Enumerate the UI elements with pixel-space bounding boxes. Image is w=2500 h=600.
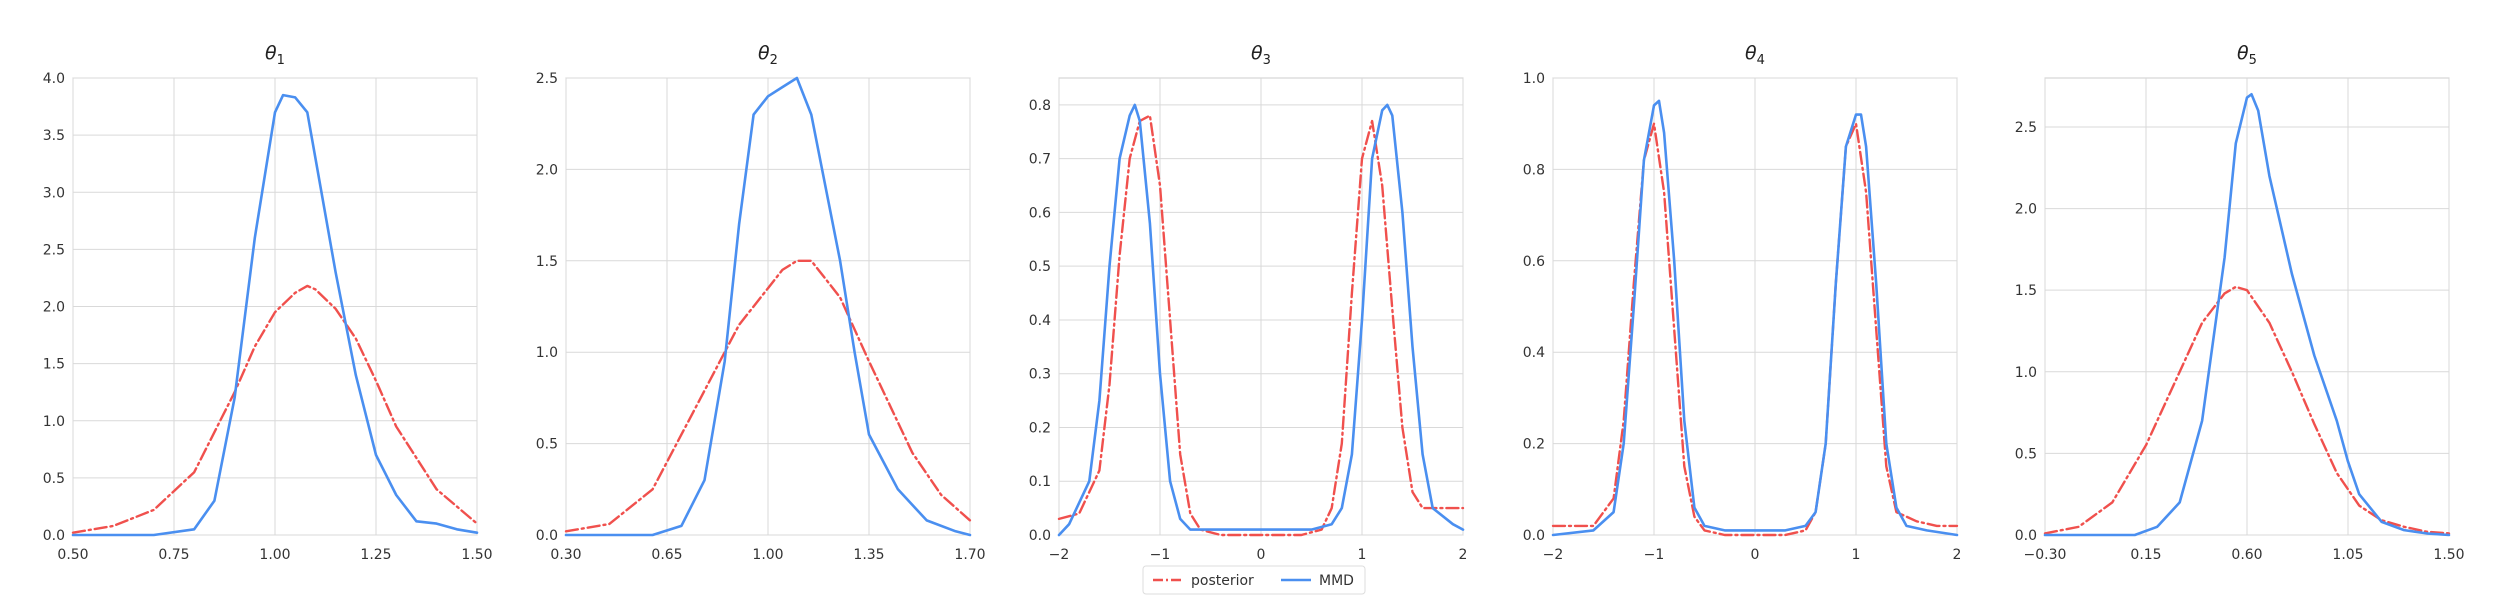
panel-title-subscript: 2 [770, 53, 778, 68]
legend-posterior-label: posterior [1191, 573, 1254, 589]
panel-title: θ3 [1251, 42, 1271, 68]
posterior-density-line [2043, 285, 2451, 535]
y-tick-label: 0.5 [2015, 446, 2037, 462]
x-tick-label: −2 [1049, 547, 1070, 563]
y-tick-label: 2.5 [2015, 120, 2037, 136]
mmd-density-line [1551, 99, 1959, 537]
x-tick-label: −2 [1543, 547, 1564, 563]
x-tick-label: 0 [1257, 547, 1266, 563]
panel-5: −0.30 0.15 0.60 1.05 1.50 0.0 0.5 1.0 1.5 2.0 2.5 θ… [2015, 42, 2465, 563]
legend-box [1142, 565, 1366, 595]
panel-3: −2 −1 0 1 2 0.0 0.1 0.2 0.3 0.4 0.5 0.6 0.7 0.8 θ3 [1029, 42, 1468, 563]
x-tick-label: −0.30 [2024, 547, 2067, 563]
x-tick-label: 1.25 [360, 547, 391, 563]
posterior-density-line [71, 284, 479, 534]
y-tick-label: 0.5 [1029, 259, 1051, 275]
y-tick-label: 1.5 [2015, 283, 2037, 299]
y-tick-label: 0.2 [1523, 437, 1545, 453]
y-tick-label: 0.8 [1029, 98, 1051, 114]
y-tick-label: 0.5 [536, 437, 558, 453]
panel-1: 0.50 0.75 1.00 1.25 1.50 0.0 0.5 1.0 1.5 2.0 2.5 3.… [43, 42, 493, 563]
panel-title-symbol: θ [2237, 42, 2249, 64]
panel-title-subscript: 3 [1263, 53, 1271, 68]
y-tick-label: 2.5 [43, 242, 65, 258]
x-tick-label: 1.00 [259, 547, 290, 563]
x-tick-label: 1 [1852, 547, 1861, 563]
panel-4: −2 −1 0 1 2 0.0 0.2 0.4 0.6 0.8 1.0 θ4 [1523, 42, 1962, 563]
y-tick-label: 0.5 [43, 471, 65, 487]
x-tick-label: 2 [1953, 547, 1962, 563]
y-tick-label: 2.5 [536, 71, 558, 87]
y-tick-label: 0.2 [1029, 420, 1051, 436]
mmd-density-line [564, 76, 972, 537]
x-tick-label: 1.05 [2332, 547, 2363, 563]
y-tick-label: 1.5 [536, 254, 558, 270]
x-tick-label: 1.00 [752, 547, 783, 563]
x-tick-label: 0.60 [2231, 547, 2262, 563]
mmd-density-line [2043, 93, 2451, 537]
y-tick-label: 0.1 [1029, 474, 1051, 490]
y-tick-label: 4.0 [43, 71, 65, 87]
x-tick-label: 0.65 [651, 547, 682, 563]
y-tick-label: 3.5 [43, 128, 65, 144]
x-tick-label: −1 [1644, 547, 1665, 563]
y-tick-label: 0.0 [43, 528, 65, 544]
x-tick-label: 0 [1751, 547, 1760, 563]
y-tick-label: 2.0 [43, 300, 65, 316]
posterior-density-line [564, 259, 972, 533]
y-tick-label: 0.3 [1029, 367, 1051, 383]
x-tick-label: 1.70 [954, 547, 985, 563]
panel-title-subscript: 5 [2249, 53, 2257, 68]
y-tick-label: 0.0 [536, 528, 558, 544]
y-tick-label: 0.6 [1523, 254, 1545, 270]
y-tick-label: 2.0 [2015, 202, 2037, 218]
panel-title-symbol: θ [265, 42, 277, 64]
y-tick-label: 0.8 [1523, 162, 1545, 178]
x-tick-label: 0.30 [550, 547, 581, 563]
x-tick-label: 0.50 [57, 547, 88, 563]
y-tick-label: 0.7 [1029, 152, 1051, 168]
y-tick-label: 0.6 [1029, 205, 1051, 221]
panel-title-subscript: 4 [1757, 53, 1765, 68]
legend: posterior MMD [1142, 565, 1366, 595]
mmd-density-line [71, 93, 479, 537]
y-tick-label: 3.0 [43, 185, 65, 201]
panel-title: θ4 [1745, 42, 1765, 68]
panel-title-symbol: θ [1251, 42, 1263, 64]
posterior-density-line [1057, 114, 1465, 537]
panel-2: 0.30 0.65 1.00 1.35 1.70 0.0 0.5 1.0 1.5 2.0 2.5 θ2 [536, 42, 986, 563]
panel-title: θ2 [758, 42, 778, 68]
y-tick-label: 0.0 [1523, 528, 1545, 544]
x-tick-label: 1.35 [853, 547, 884, 563]
x-tick-label: 1.50 [461, 547, 492, 563]
panel-title: θ5 [2237, 42, 2257, 68]
x-tick-label: 0.75 [158, 547, 189, 563]
y-tick-label: 2.0 [536, 162, 558, 178]
y-tick-label: 0.0 [2015, 528, 2037, 544]
y-tick-label: 1.0 [1523, 71, 1545, 87]
y-tick-label: 0.0 [1029, 528, 1051, 544]
y-tick-label: 0.4 [1523, 345, 1545, 361]
y-tick-label: 0.4 [1029, 313, 1051, 329]
mmd-density-line [1057, 103, 1465, 537]
x-tick-label: 1.50 [2433, 547, 2464, 563]
panel-title: θ1 [265, 42, 285, 68]
panel-title-subscript: 1 [277, 53, 285, 68]
y-tick-label: 1.0 [536, 345, 558, 361]
y-tick-label: 1.0 [43, 414, 65, 430]
legend-mmd-label: MMD [1319, 573, 1354, 589]
panel-title-symbol: θ [1745, 42, 1757, 64]
y-tick-label: 1.0 [2015, 365, 2037, 381]
x-tick-label: −1 [1150, 547, 1171, 563]
x-tick-label: 0.15 [2130, 547, 2161, 563]
x-tick-label: 1 [1358, 547, 1367, 563]
x-tick-label: 2 [1459, 547, 1468, 563]
y-tick-label: 1.5 [43, 357, 65, 373]
panel-title-symbol: θ [758, 42, 770, 64]
